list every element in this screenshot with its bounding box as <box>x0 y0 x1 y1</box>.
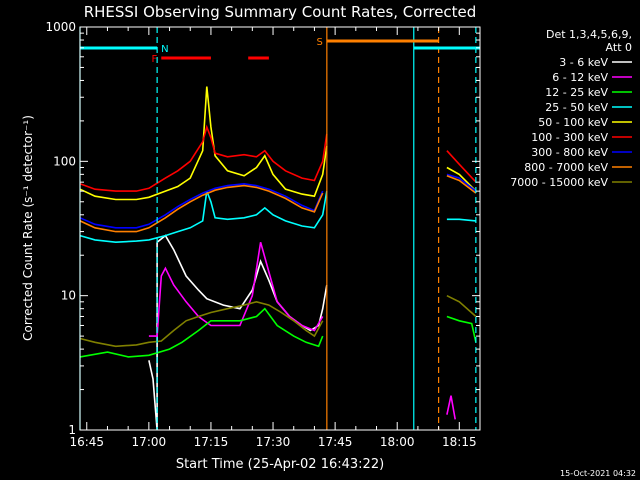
series-line-6-segment-1 <box>446 173 477 192</box>
legend-entry-label-4: 50 - 100 keV <box>538 116 608 129</box>
y-tick-label-2: 100 <box>53 154 76 168</box>
y-tick-label-0: 1 <box>68 423 76 437</box>
legend-title-line-0: Det 1,3,4,5,6,9, <box>546 28 632 41</box>
x-tick-label-2: 17:15 <box>194 435 229 449</box>
series-line-3-segment-0 <box>79 190 328 244</box>
timestamp: 15-Oct-2021 04:32 <box>560 469 636 478</box>
axes-frame: 1 10 100 1000 16:45 17:00 17:15 17:30 17:45 18:00… <box>45 20 481 449</box>
y-tick-label-1: 10 <box>61 289 76 303</box>
plot-frame <box>79 26 481 431</box>
x-tick-label-4: 17:45 <box>318 435 353 449</box>
legend-entry-label-7: 800 - 7000 keV <box>524 161 608 174</box>
series-line-8-segment-0 <box>79 300 324 348</box>
data-layer: NF S <box>79 27 480 431</box>
x-tick-label-0: 16:45 <box>69 435 104 449</box>
series-line-2-segment-1 <box>446 315 477 343</box>
series-line-6-segment-0 <box>79 182 324 229</box>
series-line-7-segment-0 <box>79 184 324 233</box>
x-tick-label-5: 18:00 <box>380 435 415 449</box>
series-line-2-segment-0 <box>79 307 324 358</box>
series-line-5-segment-1 <box>446 150 477 183</box>
y-tick-label-3: 1000 <box>45 20 76 34</box>
legend: Det 1,3,4,5,6,9,Att 0 3 - 6 keV 6 - 12 keV… <box>510 28 632 189</box>
flag-label-F: F <box>152 54 158 65</box>
legend-entry-label-0: 3 - 6 keV <box>559 56 608 69</box>
series-line-7-segment-1 <box>446 175 477 194</box>
series-line-4-segment-1 <box>446 166 477 192</box>
series-line-5-segment-0 <box>79 124 328 192</box>
legend-entry-label-8: 7000 - 15000 keV <box>510 176 608 189</box>
flag-label-N: N <box>161 44 168 55</box>
legend-title-line-1: Att 0 <box>606 41 632 54</box>
series-line-1-segment-0 <box>148 241 324 337</box>
series-line-8-segment-1 <box>446 294 477 318</box>
series-line-0-segment-1 <box>148 234 328 431</box>
series-line-1-segment-1 <box>446 395 456 420</box>
x-tick-label-6: 18:15 <box>442 435 477 449</box>
legend-entry-label-6: 300 - 800 keV <box>531 146 608 159</box>
y-axis-label: Corrected Count Rate (s⁻¹ detector⁻¹) <box>21 115 35 341</box>
flag-label-S: S <box>316 37 322 48</box>
chart-title: RHESSI Observing Summary Count Rates, Co… <box>84 3 477 21</box>
x-axis-label: Start Time (25-Apr-02 16:43:22) <box>176 457 384 472</box>
legend-entry-label-3: 25 - 50 keV <box>545 101 608 114</box>
series-line-3-segment-1 <box>446 218 476 222</box>
legend-entry-label-2: 12 - 25 keV <box>545 86 608 99</box>
series-line-4-segment-0 <box>79 86 328 201</box>
legend-entry-label-5: 100 - 300 keV <box>531 131 608 144</box>
x-tick-label-3: 17:30 <box>256 435 291 449</box>
legend-entry-label-1: 6 - 12 keV <box>552 71 608 84</box>
x-tick-label-1: 17:00 <box>132 435 167 449</box>
